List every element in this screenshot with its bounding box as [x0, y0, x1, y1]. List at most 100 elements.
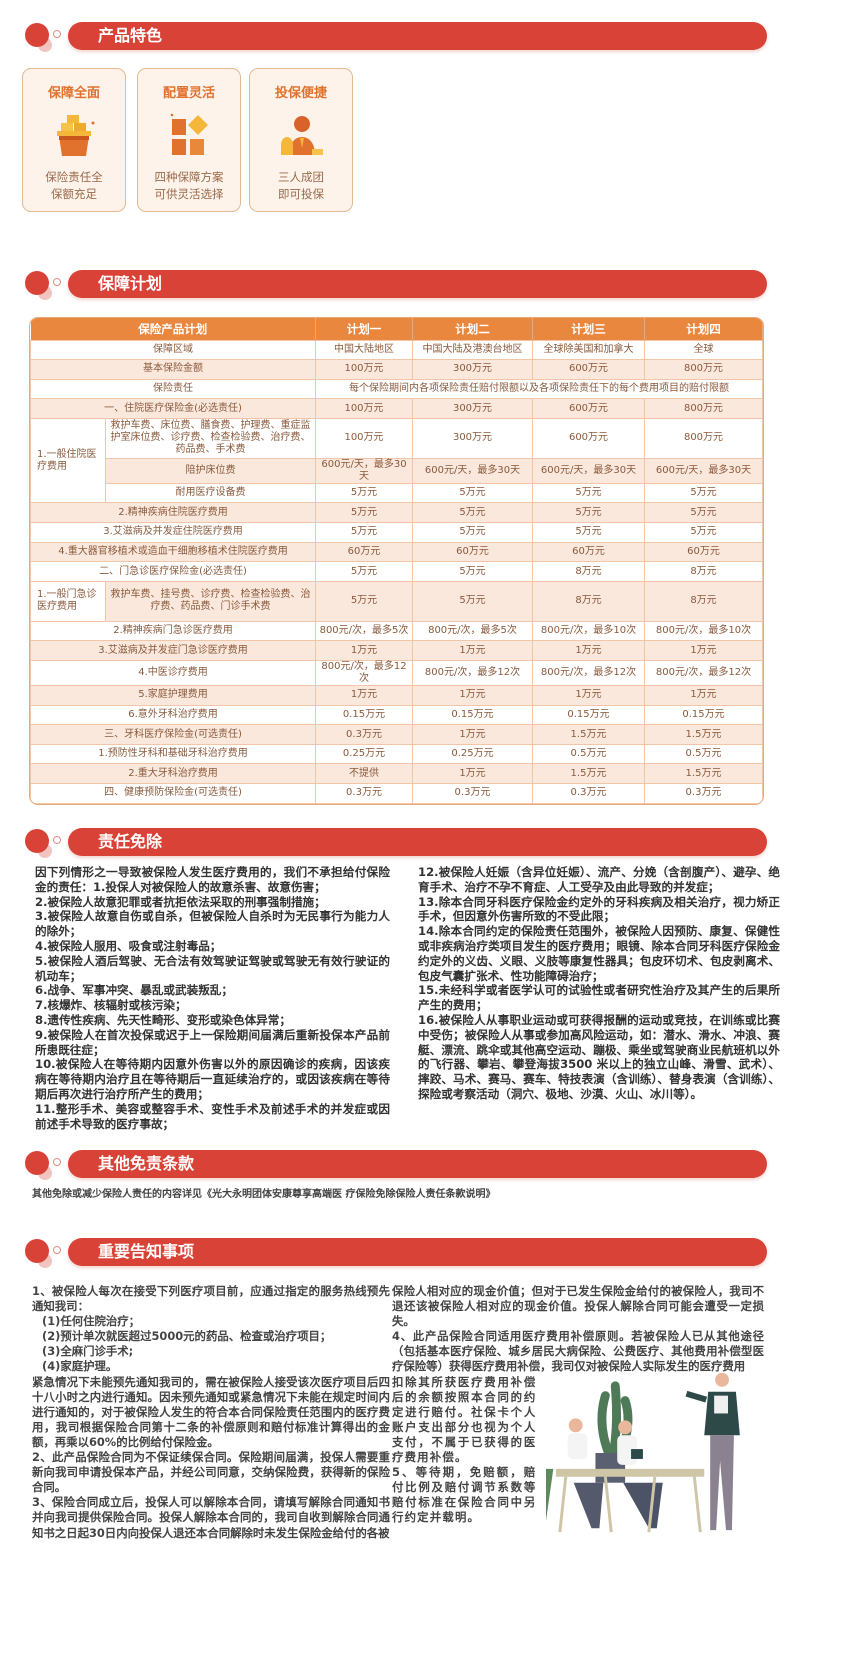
row-label-cell: 2.精神疾病门急诊医疗费用: [30, 620, 316, 642]
plan-value-cell: 1万元: [412, 763, 533, 784]
notice-subitem: (3)全麻门诊手术;: [42, 1344, 134, 1359]
plan-value-cell: 1万元: [412, 724, 533, 745]
notices-right-column: 保险人相对应的现金价值；但对于已发生保险金给付的被保险人，我司不退还该被保险人相…: [392, 1284, 764, 1545]
plan-value-cell: 1万元: [315, 640, 413, 662]
plan-value-cell: 1万元: [412, 640, 533, 662]
table-row: 保障区域 中国大陆地区 中国大陆及港澳台地区 全球除美国和加拿大 全球: [30, 339, 763, 361]
plan-value-cell: 5万元: [412, 522, 533, 543]
decor-dot: [25, 829, 49, 853]
notice-item: 紧急情况下未能预先通知我司的，需在被保险人接受该次医疗项目后四十八小时之内进行通…: [32, 1374, 390, 1449]
feature-desc: 保险责任全: [45, 170, 103, 184]
exclusion-item: 5.被保险人酒后驾驶、无合法有效驾驶证驾驶或驾驶无有效行驶证的机动车；: [35, 953, 390, 983]
notices-left-column: 1、被保险人每次在接受下列医疗项目前，应通过指定的服务热线预先通知我司： (1)…: [32, 1284, 390, 1541]
plan-value-cell: 600元/天，最多30天: [315, 457, 413, 484]
row-label-cell: 一、住院医疗保险金(必选责任): [30, 398, 316, 419]
row-label-cell: 6.意外牙科治疗费用: [30, 704, 316, 726]
table-row: 一、住院医疗保险金(必选责任) 100万元 300万元 600万元 800万元: [30, 398, 763, 419]
plan-value-cell: 1万元: [532, 685, 645, 706]
exclusion-item: 16.被保险人从事职业运动或可获得报酬的运动或竞技，在训练或比赛中受伤；被保险人…: [418, 1012, 780, 1101]
plan-value-cell: 300万元: [412, 398, 533, 419]
decor-ring: [53, 1158, 61, 1166]
decor-ring: [53, 836, 61, 844]
table-row: 保险责任 每个保险期间内各项保险责任赔付限额以及各项保险责任下的每个费用项目的赔付…: [30, 378, 763, 400]
plan-value-cell: 600元/天，最多30天: [412, 457, 533, 484]
person-money-icon: [281, 116, 323, 155]
section-title: 产品特色: [98, 26, 163, 45]
plan-value-cell: 600万元: [532, 359, 645, 380]
plan-value-cell: 800元/次，最多12次: [412, 660, 533, 687]
plan-value-cell: 800元/次，最多10次: [532, 620, 645, 642]
row-label-cell: 二、门急诊医疗保险金(必选责任): [30, 561, 316, 582]
plan-value-cell: 1万元: [315, 685, 413, 706]
plan-value-cell: 5万元: [532, 522, 645, 543]
plan-value-cell: 0.15万元: [315, 704, 413, 726]
exclusion-item: 9.被保险人在首次投保或迟于上一保险期间届满后重新投保本产品前所患既往症；: [35, 1027, 390, 1057]
section-title: 保障计划: [98, 274, 163, 293]
exclusion-item: 2.被保险人故意犯罪或者抗拒依法采取的刑事强制措施；: [35, 894, 326, 909]
plan-value-cell: 5万元: [315, 580, 413, 622]
notice-subitem: (1)任何住院治疗；: [42, 1314, 141, 1329]
other-exclusions-text: 其他免除或减少保险人责任的内容详见《光大永明团体安康尊享高端医 疗保险免除保险人…: [32, 1189, 496, 1200]
plan-value-cell: 0.3万元: [644, 783, 763, 804]
plan-value-cell: 8万元: [532, 580, 645, 622]
table-row: 4.中医诊疗费用 800元/次，最多12次 800元/次，最多12次 800元/次，最…: [30, 660, 763, 687]
plan-value-cell: 全球除美国和加拿大: [532, 339, 645, 361]
plan-value-cell: 0.3万元: [315, 724, 413, 745]
plan-value-cell: 0.3万元: [315, 783, 413, 804]
plan-value-cell: 800万元: [644, 398, 763, 419]
plan-value-cell: 300万元: [412, 417, 533, 459]
table-row: 1.一般门急诊医疗费用 救护车费、挂号费、诊疗费、检查检验费、治疗费、药品费、门诊…: [30, 580, 763, 622]
plan-value-cell: 800万元: [644, 359, 763, 380]
notice-subitem: (4)家庭护理。: [42, 1359, 118, 1374]
merged-value-cell: 每个保险期间内各项保险责任赔付限额以及各项保险责任下的每个费用项目的赔付限额: [315, 378, 763, 400]
feature-desc: 保额充足: [51, 187, 97, 201]
row-label-cell: 1.预防性牙科和基础牙科治疗费用: [30, 743, 316, 765]
plan-value-cell: 1.5万元: [644, 763, 763, 784]
plan-value-cell: 5万元: [412, 561, 533, 582]
section-header-plan: 保障计划: [22, 268, 767, 302]
exclusion-item: 6.战争、军事冲突、暴乱或武装叛乱；: [35, 983, 233, 998]
plan-value-cell: 8万元: [644, 580, 763, 622]
plan-value-cell: 5万元: [644, 482, 763, 504]
plan-value-cell: 全球: [644, 339, 763, 361]
table-header-plan-4: 计划四: [644, 318, 763, 340]
table-row: 3.艾滋病及并发症住院医疗费用 5万元 5万元 5万元 5万元: [30, 522, 763, 543]
notice-item: 3、保险合同成立后，投保人可以解除本合同，请填写解除合同通知书并向我司提供保险合…: [32, 1495, 390, 1540]
plan-value-cell: 不提供: [315, 763, 413, 784]
feature-card: 保障全面 保险责任全 保额充足: [22, 68, 126, 212]
table-row: 2.精神疾病门急诊医疗费用 800元/次，最多5次 800元/次，最多5次 800元/…: [30, 620, 763, 642]
plan-value-cell: 0.15万元: [644, 704, 763, 726]
plan-value-cell: 60万元: [644, 541, 763, 563]
row-label-cell: 耐用医疗设备费: [105, 482, 316, 504]
feature-card: 配置灵活 四种保障方案 可供灵活选择: [137, 68, 241, 212]
plan-value-cell: 600元/天，最多30天: [532, 457, 645, 484]
plan-value-cell: 1万元: [532, 640, 645, 662]
plan-value-cell: 1.5万元: [532, 763, 645, 784]
table-row: 基本保险金额 100万元 300万元 600万元 800万元: [30, 359, 763, 380]
plan-value-cell: 800元/次，最多12次: [315, 660, 413, 687]
plan-value-cell: 60万元: [532, 541, 645, 563]
exclusion-item: 8.遗传性疾病、先天性畸形、变形或染色体异常；: [35, 1012, 291, 1027]
exclusion-item: 13.除本合同牙科医疗保险金约定外的牙科疾病及相关治疗，视力矫正手术，但因意外伤…: [418, 894, 780, 924]
plan-value-cell: 800元/次，最多5次: [412, 620, 533, 642]
notice-item: 2、此产品保险合同为不保证续保合同。保险期间届满，投保人需要重新向我司申请投保本…: [32, 1450, 390, 1495]
exclusions-right-column: 12.被保险人妊娠（含异位妊娠）、流产、分娩（含剖腹产）、避孕、绝育手术、治疗不…: [418, 865, 780, 1102]
decor-dot: [25, 1239, 49, 1263]
exclusion-item: 因下列情形之一导致被保险人发生医疗费用的，我们不承担给付保险金的责任：1.投保人…: [35, 865, 390, 894]
plan-value-cell: 0.5万元: [532, 743, 645, 765]
plan-value-cell: 800元/次，最多10次: [644, 620, 763, 642]
decor-dot: [25, 1151, 49, 1175]
exclusion-item: 3.被保险人故意自伤或自杀，但被保险人自杀时为无民事行为能力人的除外；: [35, 909, 390, 939]
plan-value-cell: 5万元: [315, 522, 413, 543]
plan-value-cell: 800元/次，最多12次: [532, 660, 645, 687]
plan-value-cell: 800万元: [644, 417, 763, 459]
row-label-cell: 保障区域: [30, 339, 316, 361]
table-row: 陪护床位费 600元/天，最多30天 600元/天，最多30天 600元/天，最多30…: [31, 457, 763, 484]
plan-value-cell: 100万元: [315, 417, 413, 459]
plan-value-cell: 5万元: [532, 502, 645, 524]
row-label-cell: 基本保险金额: [30, 359, 316, 380]
section-header-other-exclusions: 其他免责条款: [22, 1148, 767, 1182]
exclusion-item: 7.核爆炸、核辐射或核污染；: [35, 998, 187, 1013]
row-label-cell: 四、健康预防保险金(可选责任): [30, 783, 316, 804]
plan-value-cell: 5万元: [412, 502, 533, 524]
